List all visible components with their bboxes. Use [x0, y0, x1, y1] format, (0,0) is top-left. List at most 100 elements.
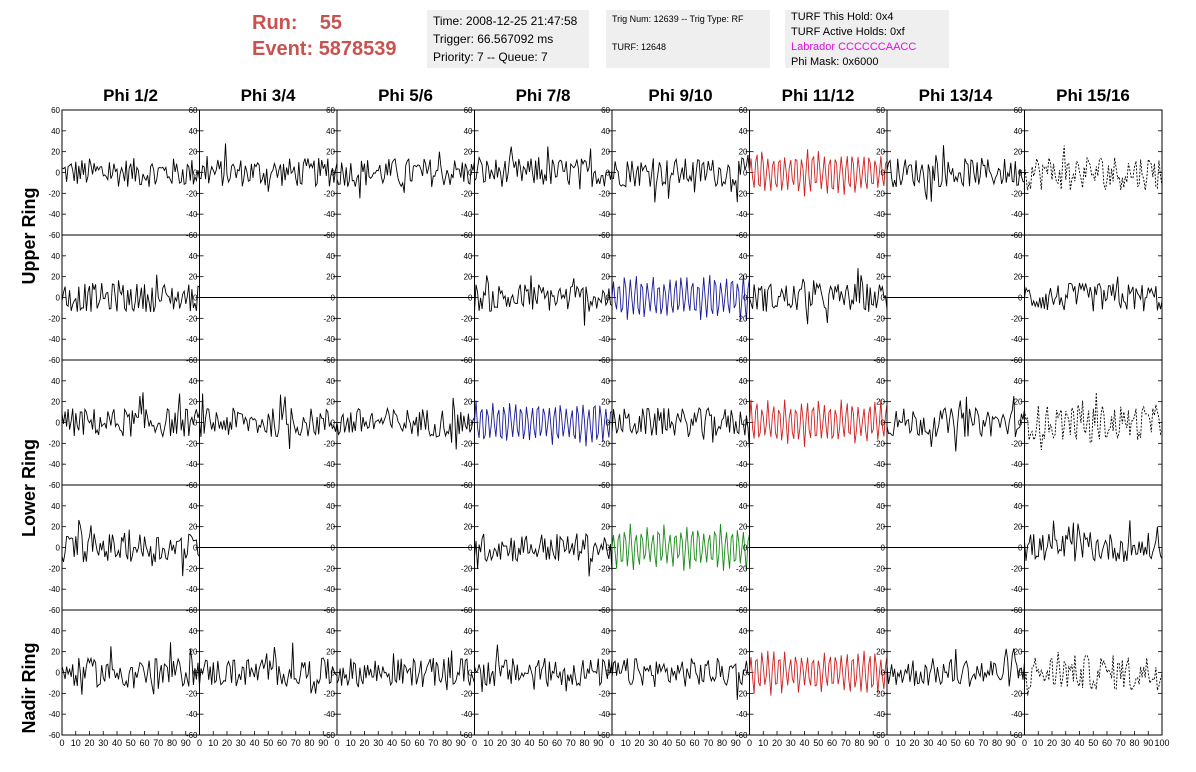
turf-this-hold-text: TURF This Hold: 0x4: [791, 11, 894, 23]
x-tick-label: 0: [884, 738, 889, 748]
panel-frame: [61, 609, 200, 736]
y-tick-label: 0: [193, 419, 198, 428]
x-tick-label: 60: [689, 738, 699, 748]
y-tick-label: 40: [326, 127, 335, 136]
y-tick-label: 20: [739, 273, 748, 282]
y-tick-label: 40: [326, 502, 335, 511]
x-tick-label: 30: [1061, 738, 1071, 748]
x-tick-label: 30: [236, 738, 246, 748]
waveform-trace: [474, 146, 613, 190]
waveform-trace: [886, 648, 1025, 687]
y-tick-label: 40: [1014, 252, 1023, 261]
y-tick-label: -40: [461, 460, 473, 469]
y-tick-label: -20: [873, 189, 885, 198]
y-tick-label: 0: [881, 544, 886, 553]
y-tick-label: -40: [736, 585, 748, 594]
y-tick-label: 20: [189, 398, 198, 407]
waveform-trace: [474, 275, 613, 326]
x-tick-label: 20: [909, 738, 919, 748]
y-tick-label: -20: [48, 439, 60, 448]
x-tick-label: 50: [951, 738, 961, 748]
y-tick-label: 0: [193, 544, 198, 553]
x-tick-label: 100: [1154, 738, 1169, 748]
panel-frame: [1024, 609, 1163, 736]
column-header: Phi 3/4: [240, 86, 296, 105]
y-tick-label: 0: [193, 294, 198, 303]
run-row: Run: 55: [252, 10, 397, 36]
waveform-trace: [1024, 520, 1163, 563]
x-tick-label: 40: [799, 738, 809, 748]
y-tick-label: -40: [323, 335, 335, 344]
x-tick-label: 90: [731, 738, 741, 748]
x-tick-label: 20: [772, 738, 782, 748]
y-tick-label: 20: [601, 273, 610, 282]
y-tick-label: -40: [873, 710, 885, 719]
y-tick-label: -60: [48, 356, 60, 365]
y-tick-label: 20: [51, 648, 60, 657]
y-tick-label: -20: [598, 189, 610, 198]
y-tick-label: 0: [743, 669, 748, 678]
time-info-box: Time: 2008-12-25 21:47:58 Trigger: 66.56…: [427, 10, 589, 68]
y-tick-label: 20: [189, 273, 198, 282]
x-tick-label: 30: [923, 738, 933, 748]
y-tick-label: -20: [186, 689, 198, 698]
x-tick-label: 40: [1074, 738, 1084, 748]
y-tick-label: 20: [326, 648, 335, 657]
y-tick-label: -20: [48, 689, 60, 698]
y-tick-label: 40: [739, 377, 748, 386]
y-tick-label: 40: [601, 127, 610, 136]
panel-frame: [749, 109, 888, 236]
x-tick-label: 0: [197, 738, 202, 748]
y-tick-label: 20: [876, 648, 885, 657]
y-tick-label: -20: [323, 439, 335, 448]
y-tick-label: -40: [598, 460, 610, 469]
y-tick-label: -20: [323, 189, 335, 198]
x-tick-label: 40: [112, 738, 122, 748]
y-tick-label: -20: [736, 689, 748, 698]
x-tick-label: 0: [59, 738, 64, 748]
y-tick-label: 0: [743, 169, 748, 178]
y-tick-label: -40: [186, 585, 198, 594]
y-tick-label: 0: [606, 669, 611, 678]
y-tick-label: -20: [186, 189, 198, 198]
panel-frame: [336, 359, 475, 486]
y-tick-label: 40: [601, 377, 610, 386]
y-tick-label: 40: [876, 252, 885, 261]
y-tick-label: -40: [1011, 460, 1023, 469]
y-tick-label: 20: [876, 273, 885, 282]
x-tick-label: 20: [1047, 738, 1057, 748]
y-tick-label: -60: [48, 731, 60, 740]
labrador-text: Labrador CCCCCCAACC: [791, 41, 917, 53]
x-tick-label: 60: [827, 738, 837, 748]
x-tick-label: 40: [662, 738, 672, 748]
x-tick-label: 10: [208, 738, 218, 748]
y-tick-label: -40: [736, 460, 748, 469]
y-tick-label: -20: [1011, 689, 1023, 698]
y-tick-label: 0: [331, 419, 336, 428]
y-tick-label: -20: [461, 189, 473, 198]
y-tick-label: 60: [326, 106, 335, 115]
panel-frame: [1024, 109, 1163, 236]
y-tick-label: 40: [464, 127, 473, 136]
x-tick-label: 0: [747, 738, 752, 748]
y-tick-label: -60: [186, 731, 198, 740]
x-tick-label: 50: [813, 738, 823, 748]
y-tick-label: -20: [48, 564, 60, 573]
x-tick-label: 90: [181, 738, 191, 748]
x-tick-label: 30: [373, 738, 383, 748]
y-tick-label: -40: [48, 335, 60, 344]
x-tick-label: 20: [222, 738, 232, 748]
y-tick-label: 0: [56, 419, 61, 428]
waveform-trace: [61, 519, 200, 577]
turf-num-text: TURF: 12648: [612, 42, 667, 52]
y-tick-label: 0: [881, 294, 886, 303]
